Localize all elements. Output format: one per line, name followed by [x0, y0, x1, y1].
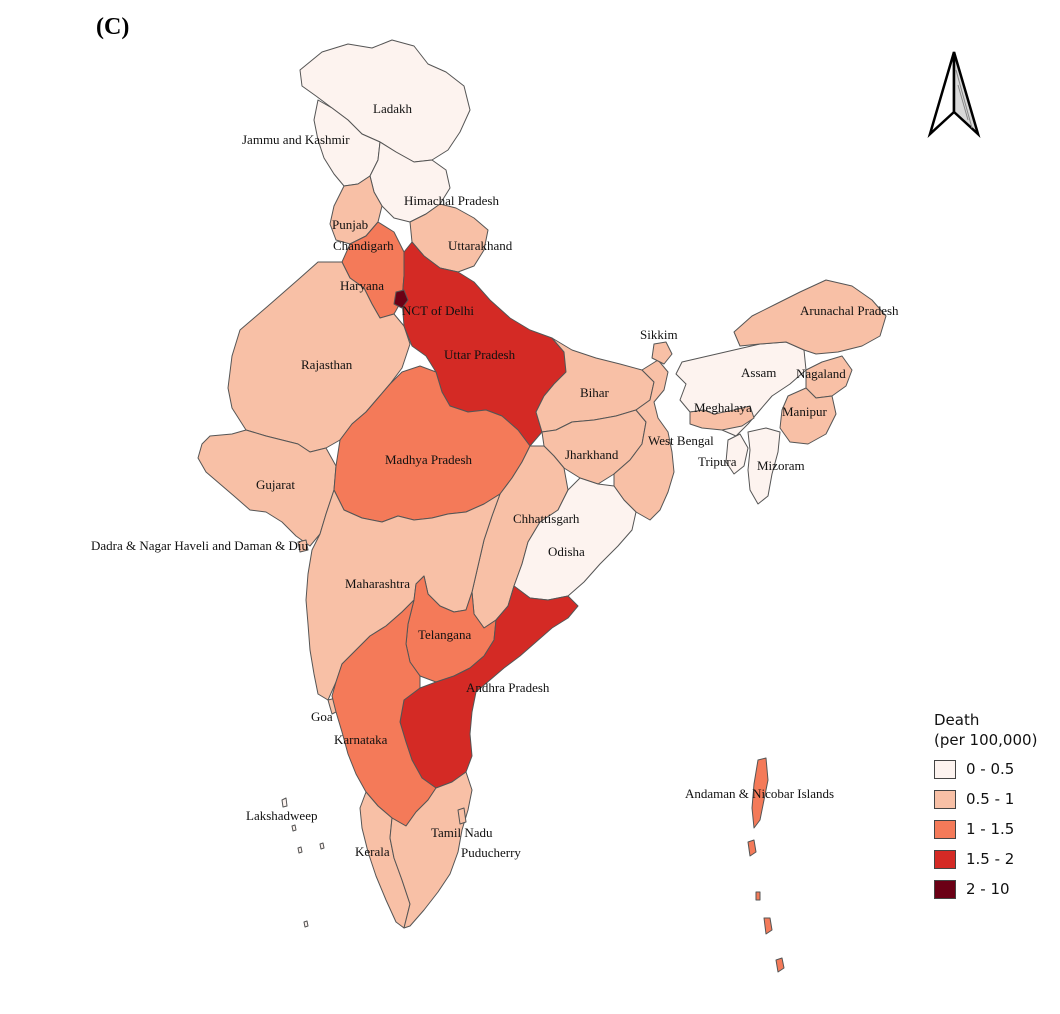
- label-nagaland: Nagaland: [796, 366, 846, 381]
- legend-item: 0 - 0.5: [934, 758, 1037, 780]
- region-odisha[interactable]: [513, 477, 637, 601]
- label-goa: Goa: [311, 709, 333, 724]
- label-dnh-dd: Dadra & Nagar Haveli and Daman & Diu: [91, 538, 308, 553]
- panel-label: (C): [96, 14, 130, 40]
- region-manipur[interactable]: [779, 387, 837, 445]
- legend-label: 0 - 0.5: [966, 760, 1015, 778]
- label-west-bengal: West Bengal: [648, 433, 714, 448]
- region-meghalaya[interactable]: [689, 405, 755, 431]
- label-tripura: Tripura: [698, 454, 737, 469]
- label-uttarakhand: Uttarakhand: [448, 238, 513, 253]
- label-meghalaya: Meghalaya: [694, 400, 752, 415]
- region-tripura[interactable]: [725, 433, 749, 475]
- region-arunachal-pradesh[interactable]: [733, 279, 887, 355]
- label-manipur: Manipur: [782, 404, 827, 419]
- legend-label: 1.5 - 2: [966, 850, 1015, 868]
- region-puducherry[interactable]: [457, 807, 467, 825]
- label-sikkim: Sikkim: [640, 327, 678, 342]
- label-andhra-pradesh: Andhra Pradesh: [466, 680, 550, 695]
- label-chhattisgarh: Chhattisgarh: [513, 511, 580, 526]
- label-himachal-pradesh: Himachal Pradesh: [404, 193, 499, 208]
- north-arrow-icon: [927, 51, 981, 138]
- legend-item: 1 - 1.5: [934, 818, 1037, 840]
- label-tamil-nadu: Tamil Nadu: [431, 825, 493, 840]
- legend-swatch: [934, 819, 956, 839]
- region-andaman-nicobar[interactable]: [747, 757, 785, 973]
- label-kerala: Kerala: [355, 844, 390, 859]
- legend: Death (per 100,000) 0 - 0.5 0.5 - 1 1 - …: [934, 710, 1037, 900]
- legend-subtitle: (per 100,000): [934, 731, 1038, 749]
- label-rajasthan: Rajasthan: [301, 357, 353, 372]
- label-bihar: Bihar: [580, 385, 610, 400]
- label-haryana: Haryana: [340, 278, 384, 293]
- region-west-bengal[interactable]: [613, 359, 675, 521]
- region-nct-of-delhi[interactable]: [393, 289, 409, 309]
- label-mizoram: Mizoram: [757, 458, 805, 473]
- label-nct-of-delhi: NCT of Delhi: [402, 303, 474, 318]
- label-telangana: Telangana: [418, 627, 471, 642]
- legend-label: 0.5 - 1: [966, 790, 1015, 808]
- label-arunachal-pradesh: Arunachal Pradesh: [800, 303, 899, 318]
- region-dnh-dd[interactable]: [297, 539, 309, 553]
- legend-item: 0.5 - 1: [934, 788, 1037, 810]
- legend-label: 2 - 10: [966, 880, 1010, 898]
- label-punjab: Punjab: [332, 217, 368, 232]
- region-karnataka[interactable]: [331, 599, 437, 827]
- label-lakshadweep: Lakshadweep: [246, 808, 317, 823]
- legend-swatch: [934, 879, 956, 899]
- label-jharkhand: Jharkhand: [565, 447, 619, 462]
- label-puducherry: Puducherry: [461, 845, 521, 860]
- region-lakshadweep[interactable]: [281, 797, 325, 928]
- label-chandigarh: Chandigarh: [333, 238, 394, 253]
- label-karnataka: Karnataka: [334, 732, 388, 747]
- legend-label: 1 - 1.5: [966, 820, 1015, 838]
- label-gujarat: Gujarat: [256, 477, 295, 492]
- legend-swatch: [934, 759, 956, 779]
- label-ladakh: Ladakh: [373, 101, 412, 116]
- label-jammu-and-kashmir: Jammu and Kashmir: [242, 132, 350, 147]
- region-tamil-nadu[interactable]: [389, 771, 473, 929]
- legend-swatch: [934, 789, 956, 809]
- legend-swatch: [934, 849, 956, 869]
- label-andaman-nicobar: Andaman & Nicobar Islands: [685, 786, 834, 801]
- label-maharashtra: Maharashtra: [345, 576, 410, 591]
- legend-item: 2 - 10: [934, 878, 1037, 900]
- label-assam: Assam: [741, 365, 776, 380]
- label-madhya-pradesh: Madhya Pradesh: [385, 452, 473, 467]
- legend-title: Death: [934, 711, 980, 729]
- region-mizoram[interactable]: [747, 427, 781, 505]
- legend-item: 1.5 - 2: [934, 848, 1037, 870]
- label-uttar-pradesh: Uttar Pradesh: [444, 347, 516, 362]
- region-sikkim[interactable]: [651, 341, 673, 365]
- label-odisha: Odisha: [548, 544, 585, 559]
